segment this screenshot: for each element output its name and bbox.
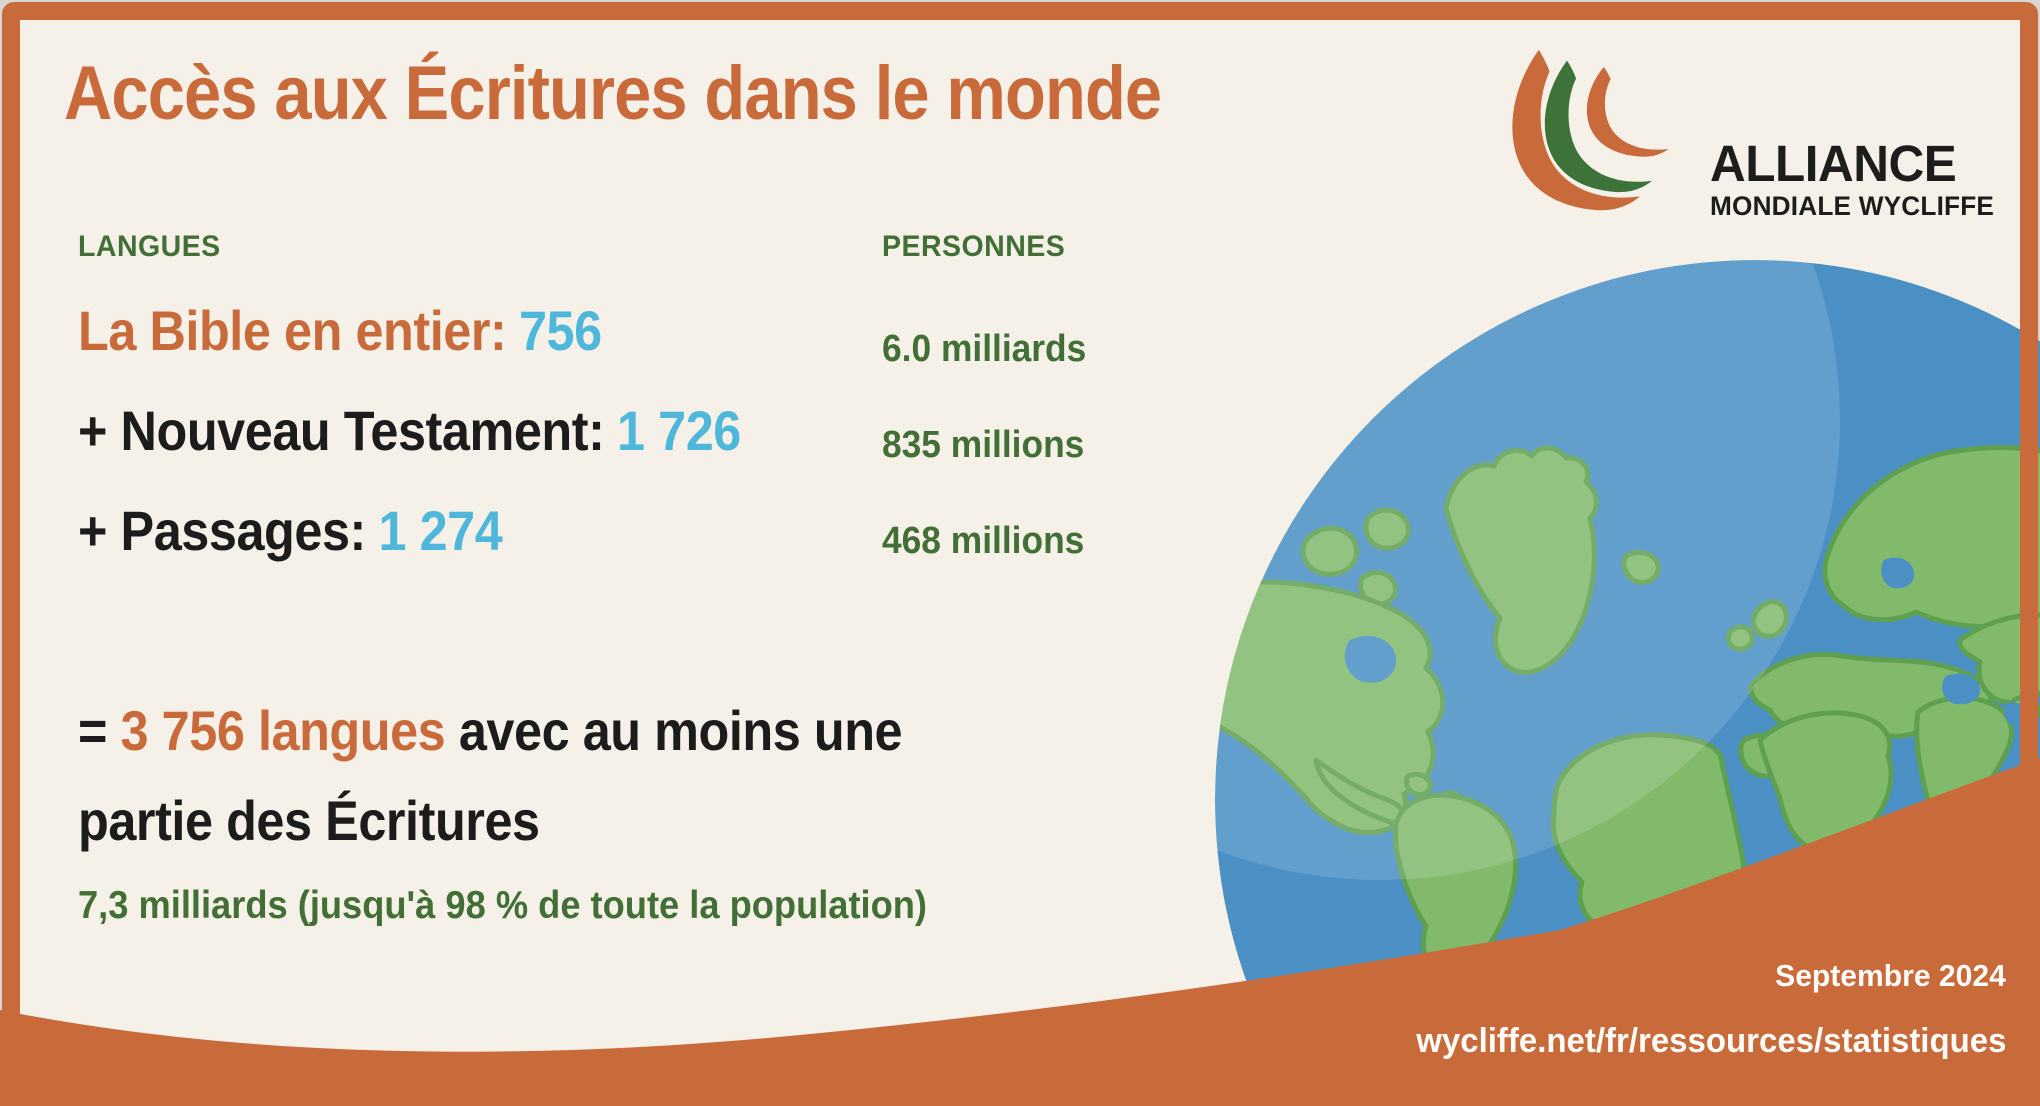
stat-label: La Bible en entier: xyxy=(78,299,507,362)
people-value: 835 millions xyxy=(882,424,1085,466)
wycliffe-swoosh-icon xyxy=(1512,49,1669,211)
summary-prefix: = xyxy=(78,699,121,762)
stat-label: + Nouveau Testament: xyxy=(78,399,605,462)
people-value: 468 millions xyxy=(882,520,1085,562)
globe-highlight xyxy=(1215,260,1840,880)
stat-row-bible: La Bible en entier: 756 xyxy=(78,298,602,363)
logo-name: ALLIANCE xyxy=(1710,135,1957,192)
stat-row-nt: + Nouveau Testament: 1 726 xyxy=(78,398,741,463)
logo-subtitle: MONDIALE WYCLIFFE xyxy=(1710,191,1995,221)
publication-date: Septembre 2024 xyxy=(1775,958,2006,993)
stat-row-passages: + Passages: 1 274 xyxy=(78,498,503,563)
stat-languages-count: 1 274 xyxy=(378,499,503,562)
summary-rest: avec au moins une xyxy=(445,699,903,762)
summary-total: = 3 756 langues avec au moins une partie… xyxy=(78,686,1032,866)
people-value: 6.0 milliards xyxy=(882,328,1087,370)
column-header-personnes: PERSONNES xyxy=(882,230,1066,263)
stat-label: + Passages: xyxy=(78,499,366,562)
page-title: Accès aux Écritures dans le monde xyxy=(64,51,1162,136)
column-header-langues: LANGUES xyxy=(78,230,221,263)
alliance-logo: ALLIANCE MONDIALE WYCLIFFE xyxy=(1506,44,2026,224)
stat-languages-count: 1 726 xyxy=(617,399,741,462)
summary-line2: partie des Écritures xyxy=(78,789,540,852)
statistics-url-link[interactable]: wycliffe.net/fr/ressources/statistiques xyxy=(1415,1022,2006,1060)
stat-languages-count: 756 xyxy=(518,299,602,362)
summary-total-languages: 3 756 langues xyxy=(120,699,446,762)
population-note: 7,3 milliards (jusqu'à 98 % de toute la … xyxy=(78,884,928,927)
